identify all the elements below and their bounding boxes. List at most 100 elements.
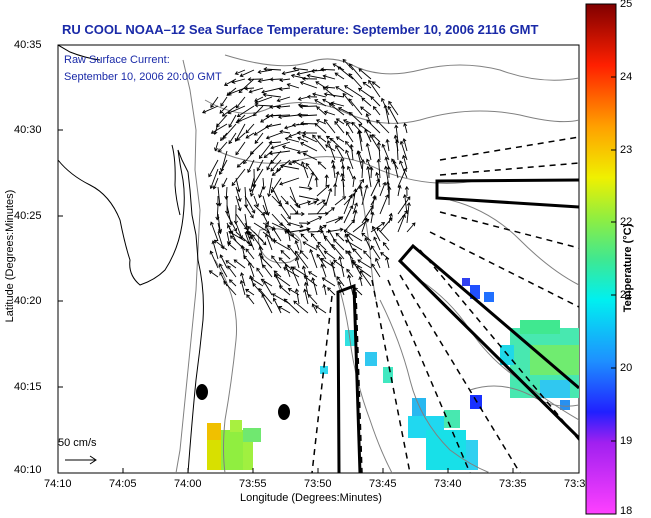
current-vector [279, 285, 291, 296]
current-vector-head [321, 277, 326, 282]
current-vector [255, 96, 273, 104]
current-vector [406, 202, 410, 224]
current-vector [397, 168, 407, 188]
current-vector-head [233, 227, 238, 232]
current-vector-head [227, 242, 231, 247]
current-vector-head [243, 255, 248, 260]
current-vector-head [255, 203, 260, 208]
current-vector-head [399, 140, 404, 145]
current-vector-head [301, 161, 305, 166]
colorbar-tick-label: 23 [620, 144, 633, 156]
current-vector [245, 132, 255, 139]
current-vector-head [294, 257, 300, 262]
current-vector [231, 168, 246, 186]
current-vector-head [283, 267, 288, 271]
current-vector-head [258, 245, 263, 250]
current-vector [262, 213, 269, 225]
current-vector-head [328, 103, 333, 107]
current-vector-head [283, 125, 289, 130]
current-vector-head [327, 287, 331, 291]
current-vector-head [270, 189, 275, 194]
current-vector [244, 213, 249, 235]
current-vector [323, 235, 336, 251]
current-vector-head [336, 276, 341, 281]
current-vector-head [322, 74, 327, 79]
current-vector-head [316, 253, 321, 258]
current-vector [254, 132, 264, 144]
current-vector [212, 240, 219, 260]
current-vector-head [260, 255, 264, 260]
current-vector [349, 112, 363, 125]
current-vector-head [297, 136, 302, 141]
current-vector [382, 144, 390, 161]
current-vector-head [268, 151, 273, 156]
current-vector [210, 222, 219, 242]
current-vector [244, 204, 254, 219]
current-vector-head [261, 293, 266, 298]
current-vector [211, 123, 228, 134]
current-vector [265, 225, 273, 242]
current-vector [284, 230, 300, 242]
current-vector-head [361, 232, 366, 237]
current-vector [226, 213, 237, 232]
current-vector [316, 184, 330, 197]
current-vector [216, 114, 228, 127]
current-vector [282, 69, 300, 75]
current-vector [237, 105, 255, 117]
current-vector-head [322, 98, 327, 103]
current-vector-head [323, 250, 328, 255]
current-vector [259, 141, 273, 159]
current-vector-head [353, 287, 358, 292]
current-vector [250, 186, 255, 197]
current-vector [312, 303, 318, 314]
current-vector-head [335, 144, 339, 149]
current-vector-head [265, 135, 270, 140]
current-vector [304, 289, 309, 305]
current-vector [403, 138, 408, 152]
current-vector-head [316, 106, 321, 111]
current-vector-head [308, 186, 313, 191]
current-vector-head [334, 120, 339, 125]
colorbar-tick-marks [611, 76, 616, 442]
current-vector [342, 93, 354, 107]
x-tick-label: 74:00 [174, 478, 202, 490]
current-vector-head [339, 216, 344, 221]
current-vector-head [380, 97, 385, 102]
current-vector [270, 114, 291, 117]
current-vector [369, 134, 381, 152]
current-vector [305, 282, 309, 296]
current-vector [300, 233, 309, 242]
current-vector [333, 259, 345, 269]
current-vector [346, 131, 354, 143]
current-vector-head [240, 244, 245, 249]
current-vector-head [323, 235, 328, 240]
current-vector [218, 141, 228, 152]
current-vector-head [313, 200, 318, 205]
current-vector-head [229, 235, 234, 240]
current-vector [222, 177, 228, 188]
current-vector [214, 141, 219, 151]
current-vector [331, 160, 336, 170]
current-vector [360, 106, 372, 116]
current-vector [329, 103, 345, 116]
current-vector-head [265, 113, 270, 119]
current-vector [370, 178, 380, 197]
current-vector-head [388, 217, 393, 222]
current-vector-head [342, 58, 347, 63]
axis-tick-marks [57, 44, 514, 474]
current-vector-head [293, 300, 298, 305]
current-vector-head [348, 98, 353, 103]
current-vector [400, 141, 408, 161]
current-vector-head [333, 259, 337, 264]
transect-lines [311, 136, 579, 473]
current-vector [324, 250, 336, 260]
current-vector [271, 255, 282, 269]
current-vector [343, 194, 352, 215]
current-vector [237, 114, 246, 122]
current-vector [345, 150, 354, 170]
current-vector [349, 63, 363, 80]
current-vector [289, 204, 299, 215]
current-vector-head [344, 233, 349, 238]
current-vector [331, 244, 345, 260]
current-vector-head [262, 264, 267, 269]
